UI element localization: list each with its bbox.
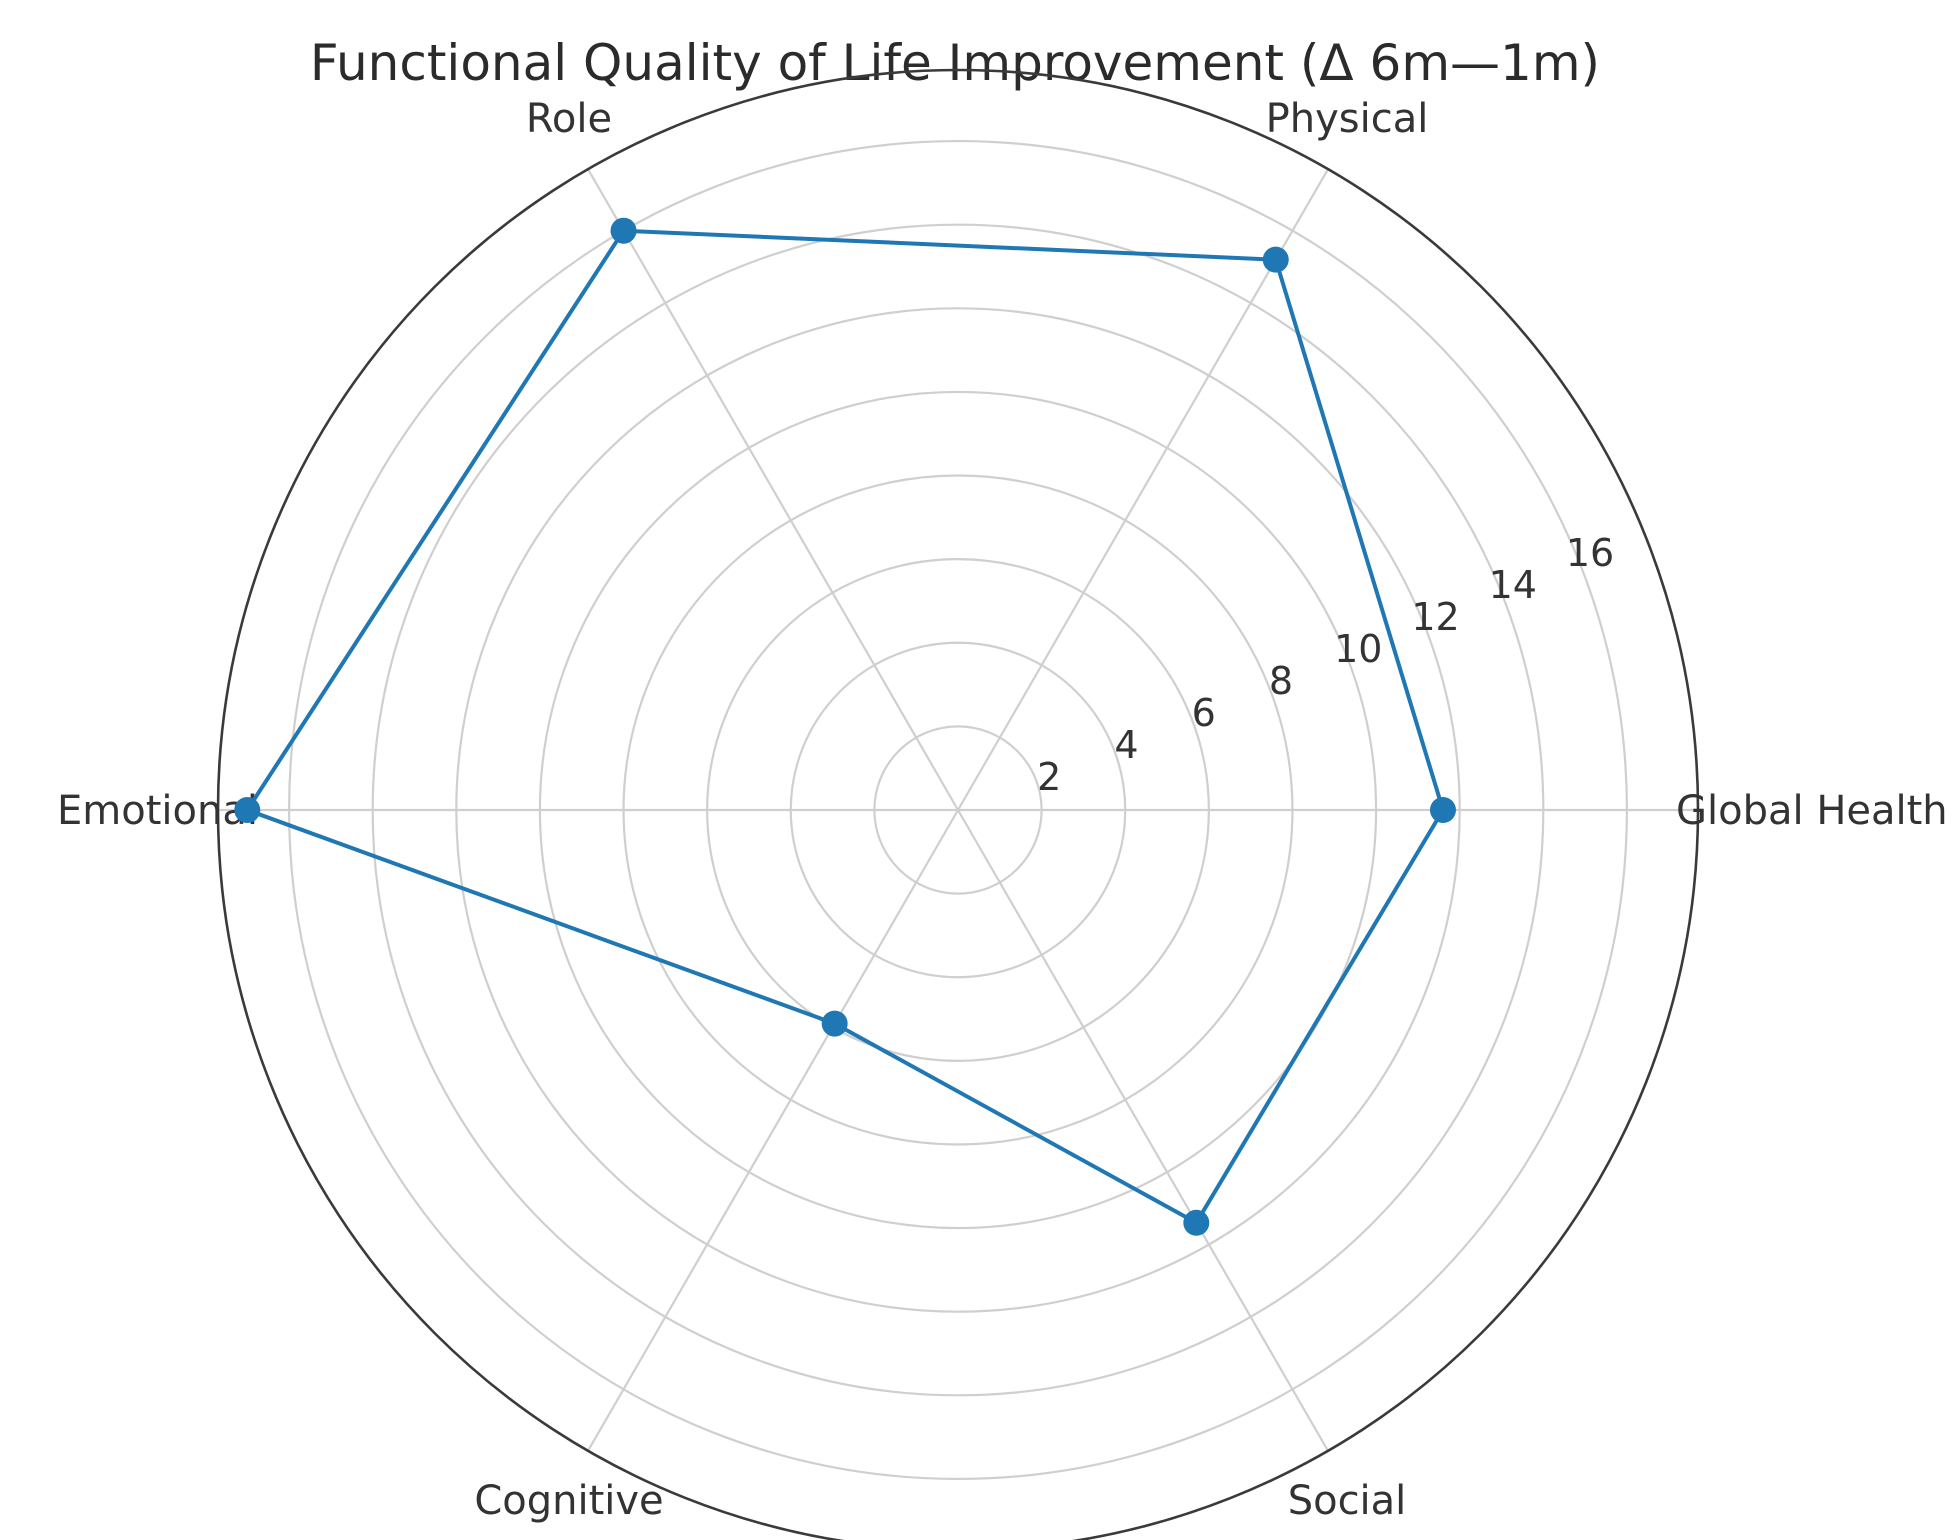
category-label-physical: Physical bbox=[1266, 96, 1429, 142]
category-label-global-health: Global Health bbox=[1676, 788, 1947, 834]
r-tick-label-8: 8 bbox=[1269, 659, 1293, 703]
r-tick-label-10: 10 bbox=[1334, 627, 1382, 671]
data-point-global-health bbox=[1429, 797, 1456, 823]
polar-grid bbox=[216, 68, 1700, 1540]
r-tick-label-6: 6 bbox=[1192, 691, 1216, 735]
spoke-social bbox=[957, 809, 1329, 1452]
data-point-social bbox=[1183, 1209, 1210, 1236]
chart-title: Functional Quality of Life Improvement (… bbox=[310, 34, 1600, 92]
r-tick-label-14: 14 bbox=[1489, 563, 1537, 607]
r-tick-label-2: 2 bbox=[1037, 755, 1061, 799]
spoke-cognitive bbox=[587, 809, 959, 1452]
category-label-role: Role bbox=[526, 96, 612, 142]
series-line-0 bbox=[245, 228, 1445, 1225]
spoke-role bbox=[587, 168, 959, 811]
category-labels: Global Health Physical Role Emotional Cognit… bbox=[57, 96, 1947, 1524]
data-point-physical bbox=[1262, 246, 1289, 273]
data-point-role bbox=[610, 217, 637, 244]
outer-frame-ring bbox=[216, 68, 1700, 1540]
data-point-emotional bbox=[234, 797, 261, 823]
category-label-social: Social bbox=[1288, 1478, 1407, 1524]
data-point-cognitive bbox=[821, 1010, 848, 1037]
series-layer bbox=[234, 217, 1456, 1236]
r-tick-label-12: 12 bbox=[1411, 595, 1459, 639]
r-tick-label-4: 4 bbox=[1114, 723, 1138, 767]
radial-tick-labels: 2 4 6 8 10 12 14 16 bbox=[1037, 531, 1614, 799]
category-label-emotional: Emotional bbox=[57, 788, 258, 834]
category-label-cognitive: Cognitive bbox=[474, 1478, 663, 1524]
r-tick-label-16: 16 bbox=[1566, 531, 1614, 575]
spoke-physical bbox=[957, 168, 1329, 811]
